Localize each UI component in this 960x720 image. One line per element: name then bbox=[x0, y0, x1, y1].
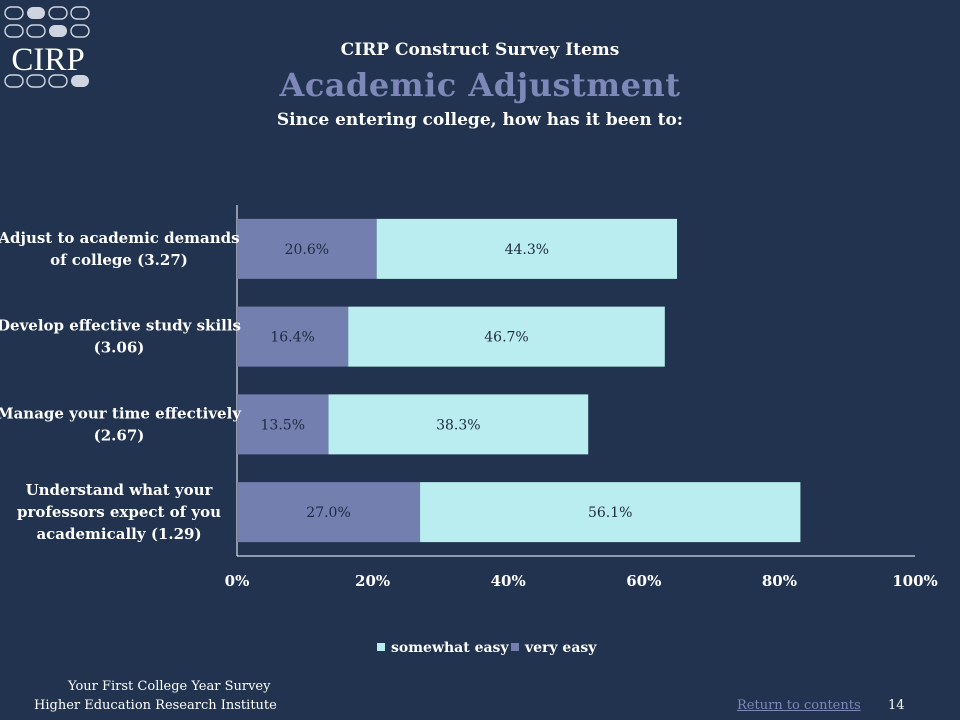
data-label: 27.0% bbox=[306, 505, 350, 521]
bar-somewhat-easy bbox=[376, 218, 678, 279]
return-to-contents-link[interactable]: Return to contents bbox=[737, 698, 861, 713]
page-number: 14 bbox=[888, 698, 905, 713]
x-tick-label: 100% bbox=[892, 572, 938, 590]
data-label: 38.3% bbox=[436, 417, 480, 433]
category-label: Develop effective study skills bbox=[0, 317, 241, 335]
legend-label: somewhat easy bbox=[391, 640, 509, 656]
x-tick-label: 20% bbox=[355, 572, 390, 590]
data-label: 16.4% bbox=[270, 330, 314, 346]
category-label: Manage your time effectively bbox=[0, 404, 242, 422]
bar-very-easy bbox=[237, 394, 329, 455]
data-label: 20.6% bbox=[285, 242, 329, 258]
category-label: academically (1.29) bbox=[36, 525, 201, 543]
legend-label: very easy bbox=[524, 640, 597, 656]
bar-very-easy bbox=[237, 218, 377, 279]
cirp-logo: CIRP bbox=[0, 0, 96, 96]
page-title: Academic Adjustment bbox=[279, 66, 681, 104]
data-label: 46.7% bbox=[484, 330, 528, 346]
data-label: 44.3% bbox=[505, 242, 549, 258]
bar-very-easy bbox=[237, 306, 349, 367]
x-tick-label: 40% bbox=[491, 572, 526, 590]
category-label: professors expect of you bbox=[17, 503, 221, 521]
x-tick-label: 0% bbox=[225, 572, 250, 590]
x-tick-label: 80% bbox=[762, 572, 797, 590]
data-label: 13.5% bbox=[261, 417, 305, 433]
bar-somewhat-easy bbox=[328, 394, 589, 455]
category-label: (2.67) bbox=[94, 426, 145, 444]
question-subtitle: Since entering college, how has it been … bbox=[276, 110, 684, 130]
footer-survey-name: Your First College Year Survey bbox=[68, 679, 271, 694]
x-tick-label: 60% bbox=[626, 572, 661, 590]
legend-swatch bbox=[377, 643, 385, 651]
footer-institute: Higher Education Research Institute bbox=[34, 698, 277, 713]
bar-somewhat-easy bbox=[420, 482, 801, 543]
legend-swatch bbox=[511, 643, 519, 651]
svg-text:CIRP: CIRP bbox=[11, 42, 84, 78]
category-label: (3.06) bbox=[94, 339, 145, 357]
category-label: Understand what your bbox=[26, 481, 214, 499]
category-label: of college (3.27) bbox=[50, 251, 188, 269]
bar-very-easy bbox=[237, 482, 421, 543]
data-label: 56.1% bbox=[588, 505, 632, 521]
survey-title: CIRP Construct Survey Items bbox=[340, 40, 620, 60]
category-label: Adjust to academic demands bbox=[0, 229, 240, 247]
bar-somewhat-easy bbox=[348, 306, 665, 367]
